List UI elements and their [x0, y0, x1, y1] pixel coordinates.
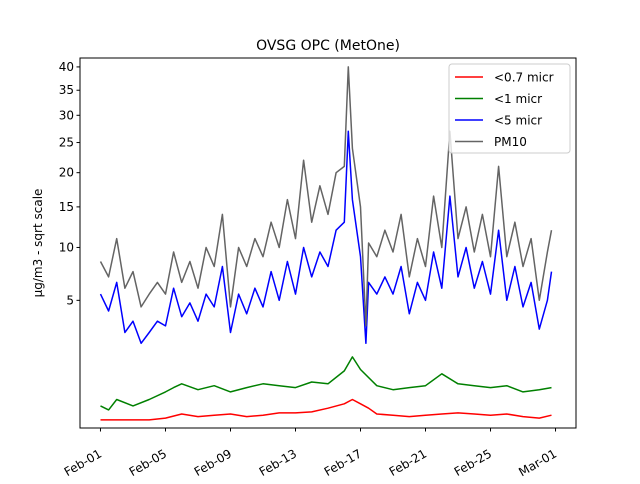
x-tick-label: Feb-25: [452, 446, 494, 479]
y-tick-label: 30: [59, 108, 74, 122]
x-tick-label: Feb-05: [127, 446, 169, 479]
legend-label-0: <0.7 micr: [494, 71, 554, 85]
legend-label-2: <5 micr: [494, 114, 542, 128]
y-tick-label: 35: [59, 83, 74, 97]
y-tick-label: 25: [59, 136, 74, 150]
x-tick-label: Feb-01: [62, 446, 104, 479]
legend-box: [448, 63, 571, 154]
y-tick-label: 20: [59, 166, 74, 180]
series-line-2: [99, 130, 553, 345]
legend-label-3: PM10: [494, 135, 527, 149]
series-layer: [99, 66, 553, 421]
x-tick-label: Feb-13: [257, 446, 299, 479]
legend-label-1: <1 micr: [494, 92, 542, 106]
series-line-1: [100, 356, 552, 411]
chart-title: OVSG OPC (MetOne): [256, 38, 400, 54]
x-tick-label: Feb-21: [387, 446, 429, 479]
y-tick-label: 10: [59, 240, 74, 254]
y-tick-label: 40: [59, 60, 74, 74]
y-tick-label: 5: [66, 293, 74, 307]
legend: <0.7 micr <1 micr <5 micr PM10: [448, 63, 571, 154]
x-tick-label: Feb-17: [322, 446, 364, 479]
series-line-3: [99, 66, 553, 327]
y-axis-label: µg/m3 - sqrt scale: [31, 189, 45, 298]
y-tick-label: 15: [59, 200, 74, 214]
axes-frame: [79, 57, 577, 429]
series-line-0: [100, 398, 552, 421]
x-tick-label: Feb-09: [192, 446, 234, 479]
x-tick-label: Mar-01: [516, 446, 559, 479]
